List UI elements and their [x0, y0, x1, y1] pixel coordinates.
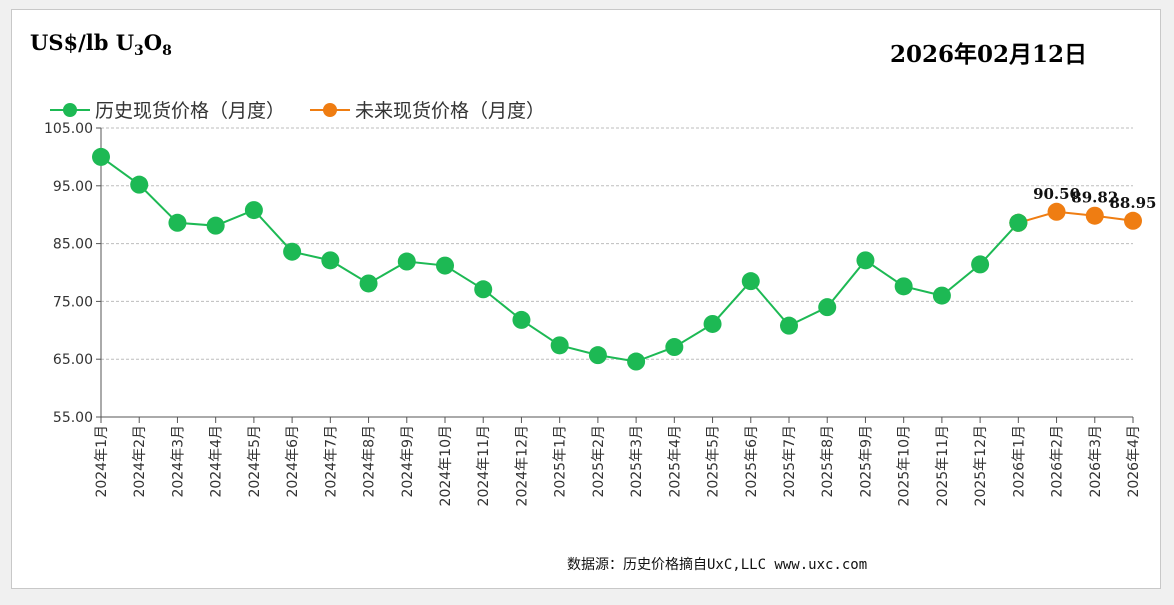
- series: [92, 147, 1142, 371]
- y-tick-label: 95.00: [53, 179, 93, 195]
- x-tick-label: 2024年1月: [94, 425, 110, 498]
- x-tick-label: 2025年3月: [629, 425, 645, 498]
- series-line-1: [1018, 210, 1134, 224]
- x-tick-label: 2024年9月: [400, 425, 416, 498]
- gridlines: [101, 127, 1133, 360]
- data-point[interactable]: [1085, 206, 1104, 225]
- x-tick-label: 2025年7月: [782, 425, 798, 498]
- data-point[interactable]: [92, 147, 110, 166]
- x-tick-label: 2025年9月: [858, 425, 874, 498]
- x-tick-label: 2025年12月: [973, 425, 989, 506]
- data-point[interactable]: [894, 277, 913, 296]
- report-date: 2026年02月12日: [890, 41, 1087, 68]
- x-tick-label: 2026年2月: [1050, 425, 1066, 498]
- x-tick-label: 2025年5月: [706, 425, 722, 498]
- x-tick-label: 2024年10月: [438, 425, 454, 506]
- y-tick-label: 85.00: [53, 237, 93, 253]
- axes: 55.00 65.00 75.00 85.00 95.00 105.00 2024年1月 20…: [44, 121, 1142, 506]
- legend-marker-historical: [63, 103, 77, 117]
- x-tick-label: 2025年8月: [820, 425, 836, 498]
- data-point[interactable]: [168, 213, 187, 232]
- data-point[interactable]: [1047, 202, 1066, 221]
- source-note: 数据源：历史价格摘自UxC,LLC www.uxc.com: [567, 556, 867, 573]
- x-tick-label: 2026年4月: [1126, 425, 1142, 498]
- data-point[interactable]: [627, 352, 646, 371]
- data-point[interactable]: [206, 216, 225, 235]
- x-tick-label: 2026年1月: [1011, 425, 1027, 498]
- data-point[interactable]: [741, 272, 760, 291]
- data-point[interactable]: [283, 242, 302, 261]
- data-point[interactable]: [856, 251, 875, 270]
- y-tick-label: 55.00: [53, 410, 93, 426]
- data-point[interactable]: [436, 256, 454, 275]
- data-point[interactable]: [474, 280, 493, 299]
- x-tick-label: 2025年1月: [553, 425, 569, 498]
- data-point[interactable]: [359, 274, 378, 293]
- x-tick-label: 2024年5月: [247, 425, 263, 498]
- x-tick-label: 2025年11月: [935, 425, 951, 506]
- x-tick-label: 2024年11月: [476, 425, 492, 506]
- legend: 历史现货价格（月度） 未来现货价格（月度）: [50, 100, 545, 122]
- data-point[interactable]: [397, 252, 416, 271]
- legend-label-future: 未来现货价格（月度）: [355, 100, 545, 122]
- chart-frame: US$/lb U3O8 2026年02月12日 历史现货价格（月度） 未来现货价…: [11, 9, 1161, 589]
- series-line-0: [100, 156, 1020, 363]
- data-point[interactable]: [130, 175, 149, 194]
- legend-label-historical: 历史现货价格（月度）: [95, 100, 285, 122]
- data-point[interactable]: [780, 316, 798, 335]
- x-tick-label: 2024年4月: [209, 425, 225, 498]
- data-point[interactable]: [321, 251, 340, 270]
- data-point[interactable]: [1124, 211, 1142, 230]
- data-point[interactable]: [932, 286, 951, 305]
- x-tick-label: 2024年7月: [323, 425, 339, 498]
- x-tick-label: 2025年10月: [897, 425, 913, 506]
- y-tick-label: 65.00: [53, 352, 93, 368]
- x-tick-label: 2024年6月: [285, 425, 301, 498]
- x-tick-label: 2024年2月: [132, 425, 148, 498]
- x-tick-label: 2024年3月: [170, 425, 186, 498]
- chart-svg: US$/lb U3O8 2026年02月12日 历史现货价格（月度） 未来现货价…: [30, 30, 1156, 573]
- unit-label: US$/lb U3O8: [30, 30, 172, 59]
- y-tick-label: 105.00: [44, 121, 93, 137]
- data-label: 88.95: [1110, 194, 1157, 212]
- x-tick-label: 2025年6月: [744, 425, 760, 498]
- x-tick-label: 2026年3月: [1088, 425, 1104, 498]
- data-point[interactable]: [512, 310, 531, 329]
- legend-marker-future: [323, 103, 337, 117]
- data-point[interactable]: [1009, 213, 1028, 232]
- data-point[interactable]: [818, 298, 837, 317]
- x-tick-label: 2025年2月: [591, 425, 607, 498]
- x-tick-label: 2025年4月: [667, 425, 683, 498]
- x-tick-label: 2024年12月: [514, 425, 530, 506]
- data-point[interactable]: [703, 314, 722, 333]
- y-tick-label: 75.00: [53, 294, 93, 310]
- data-point[interactable]: [971, 255, 990, 274]
- data-label: 90.50: [1033, 185, 1080, 203]
- data-point[interactable]: [550, 336, 569, 355]
- data-point[interactable]: [588, 346, 607, 365]
- data-point[interactable]: [665, 338, 684, 357]
- data-point[interactable]: [244, 201, 263, 220]
- x-tick-label: 2024年8月: [362, 425, 378, 498]
- data-label: 89.82: [1071, 189, 1118, 207]
